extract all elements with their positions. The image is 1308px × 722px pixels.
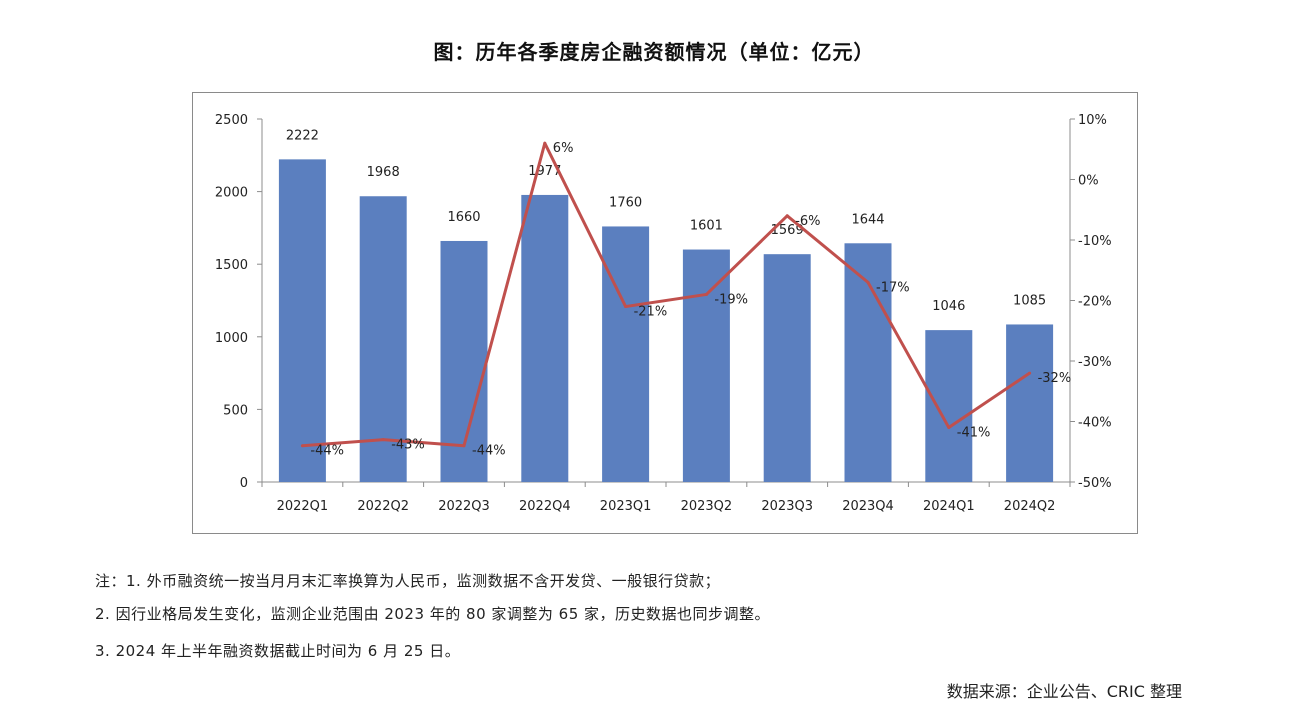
bar	[1006, 324, 1054, 482]
bar	[763, 254, 811, 482]
bar	[602, 226, 650, 482]
x-tick-label: 2023Q1	[600, 499, 652, 514]
x-tick-label: 2024Q2	[1004, 499, 1056, 514]
bar	[278, 159, 326, 482]
x-tick-label: 2022Q3	[438, 499, 490, 514]
line-point	[300, 444, 304, 448]
bar	[521, 194, 569, 482]
bar	[844, 243, 892, 482]
y-right-tick-label: -50%	[1078, 476, 1112, 491]
bar-value-label: 1569	[771, 223, 804, 238]
y-left-tick-label: 1000	[215, 331, 248, 346]
bar-value-label: 1085	[1013, 293, 1046, 308]
bar-value-label: 1644	[851, 212, 884, 227]
line-point	[785, 214, 789, 218]
line-point	[947, 426, 951, 430]
bar-value-label: 1660	[447, 210, 480, 225]
bar-value-label: 1601	[690, 219, 723, 234]
bar-value-label: 2222	[286, 128, 319, 143]
line-value-label: -6%	[795, 214, 820, 229]
bar	[682, 249, 730, 482]
y-right-tick-label: -40%	[1078, 416, 1112, 431]
bar	[359, 196, 407, 482]
x-tick-label: 2023Q3	[761, 499, 813, 514]
y-left-tick-label: 0	[240, 476, 248, 491]
y-left-tick-label: 500	[223, 403, 248, 418]
footnote-1: 注：1. 外币融资统一按当月月末汇率换算为人民币，监测数据不含开发贷、一般银行贷…	[95, 572, 721, 590]
chart-frame: 0 500 1000 1500 2000 2500 -50% -40% -30% -20% -10%…	[192, 92, 1138, 534]
line-series	[302, 141, 1031, 448]
x-tick-label: 2022Q2	[357, 499, 409, 514]
line-value-label: 6%	[553, 141, 574, 156]
y-left-tick-label: 1500	[215, 258, 248, 273]
line-value-label: -17%	[876, 280, 910, 295]
footnote-2: 2. 因行业格局发生变化，监测企业范围由 2023 年的 80 家调整为 65 …	[95, 605, 771, 623]
line-value-label: -21%	[634, 305, 668, 320]
line-point	[866, 280, 870, 284]
y-right-tick-label: -20%	[1078, 295, 1112, 310]
bar-value-label: 1968	[367, 165, 400, 180]
line-point	[624, 305, 628, 309]
y-right-tick-label: 10%	[1078, 113, 1107, 128]
line-point	[1028, 371, 1032, 375]
line-point	[381, 438, 385, 442]
x-tick-label: 2022Q1	[277, 499, 329, 514]
line-point	[543, 141, 547, 145]
bar-value-label: 1046	[932, 299, 965, 314]
line-point	[462, 444, 466, 448]
footnote-3: 3. 2024 年上半年融资数据截止时间为 6 月 25 日。	[95, 642, 461, 660]
y-right-tick-label: 0%	[1078, 174, 1099, 189]
x-tick-label: 2024Q1	[923, 499, 975, 514]
y-left-tick-label: 2000	[215, 186, 248, 201]
x-tick-label: 2023Q4	[842, 499, 894, 514]
bar-value-label: 1760	[609, 195, 642, 210]
bar	[925, 330, 973, 482]
y-left-tick-label: 2500	[215, 113, 248, 128]
y-right-tick-label: -10%	[1078, 234, 1112, 249]
line-value-label: -41%	[957, 426, 991, 441]
line-value-label: -19%	[714, 292, 748, 307]
line-value-label: -32%	[1038, 371, 1072, 386]
line-value-label: -43%	[391, 438, 425, 453]
line-value-label: -44%	[472, 444, 506, 459]
x-tick-label: 2022Q4	[519, 499, 571, 514]
x-tick-label: 2023Q2	[681, 499, 733, 514]
y-right-tick-label: -30%	[1078, 355, 1112, 370]
line-value-label: -44%	[310, 444, 344, 459]
chart-plot: 0 500 1000 1500 2000 2500 -50% -40% -30% -20% -10%…	[215, 113, 1112, 514]
chart-title: 图：历年各季度房企融资额情况（单位：亿元）	[433, 40, 875, 64]
line-point	[704, 292, 708, 296]
data-source: 数据来源：企业公告、CRIC 整理	[946, 682, 1182, 701]
